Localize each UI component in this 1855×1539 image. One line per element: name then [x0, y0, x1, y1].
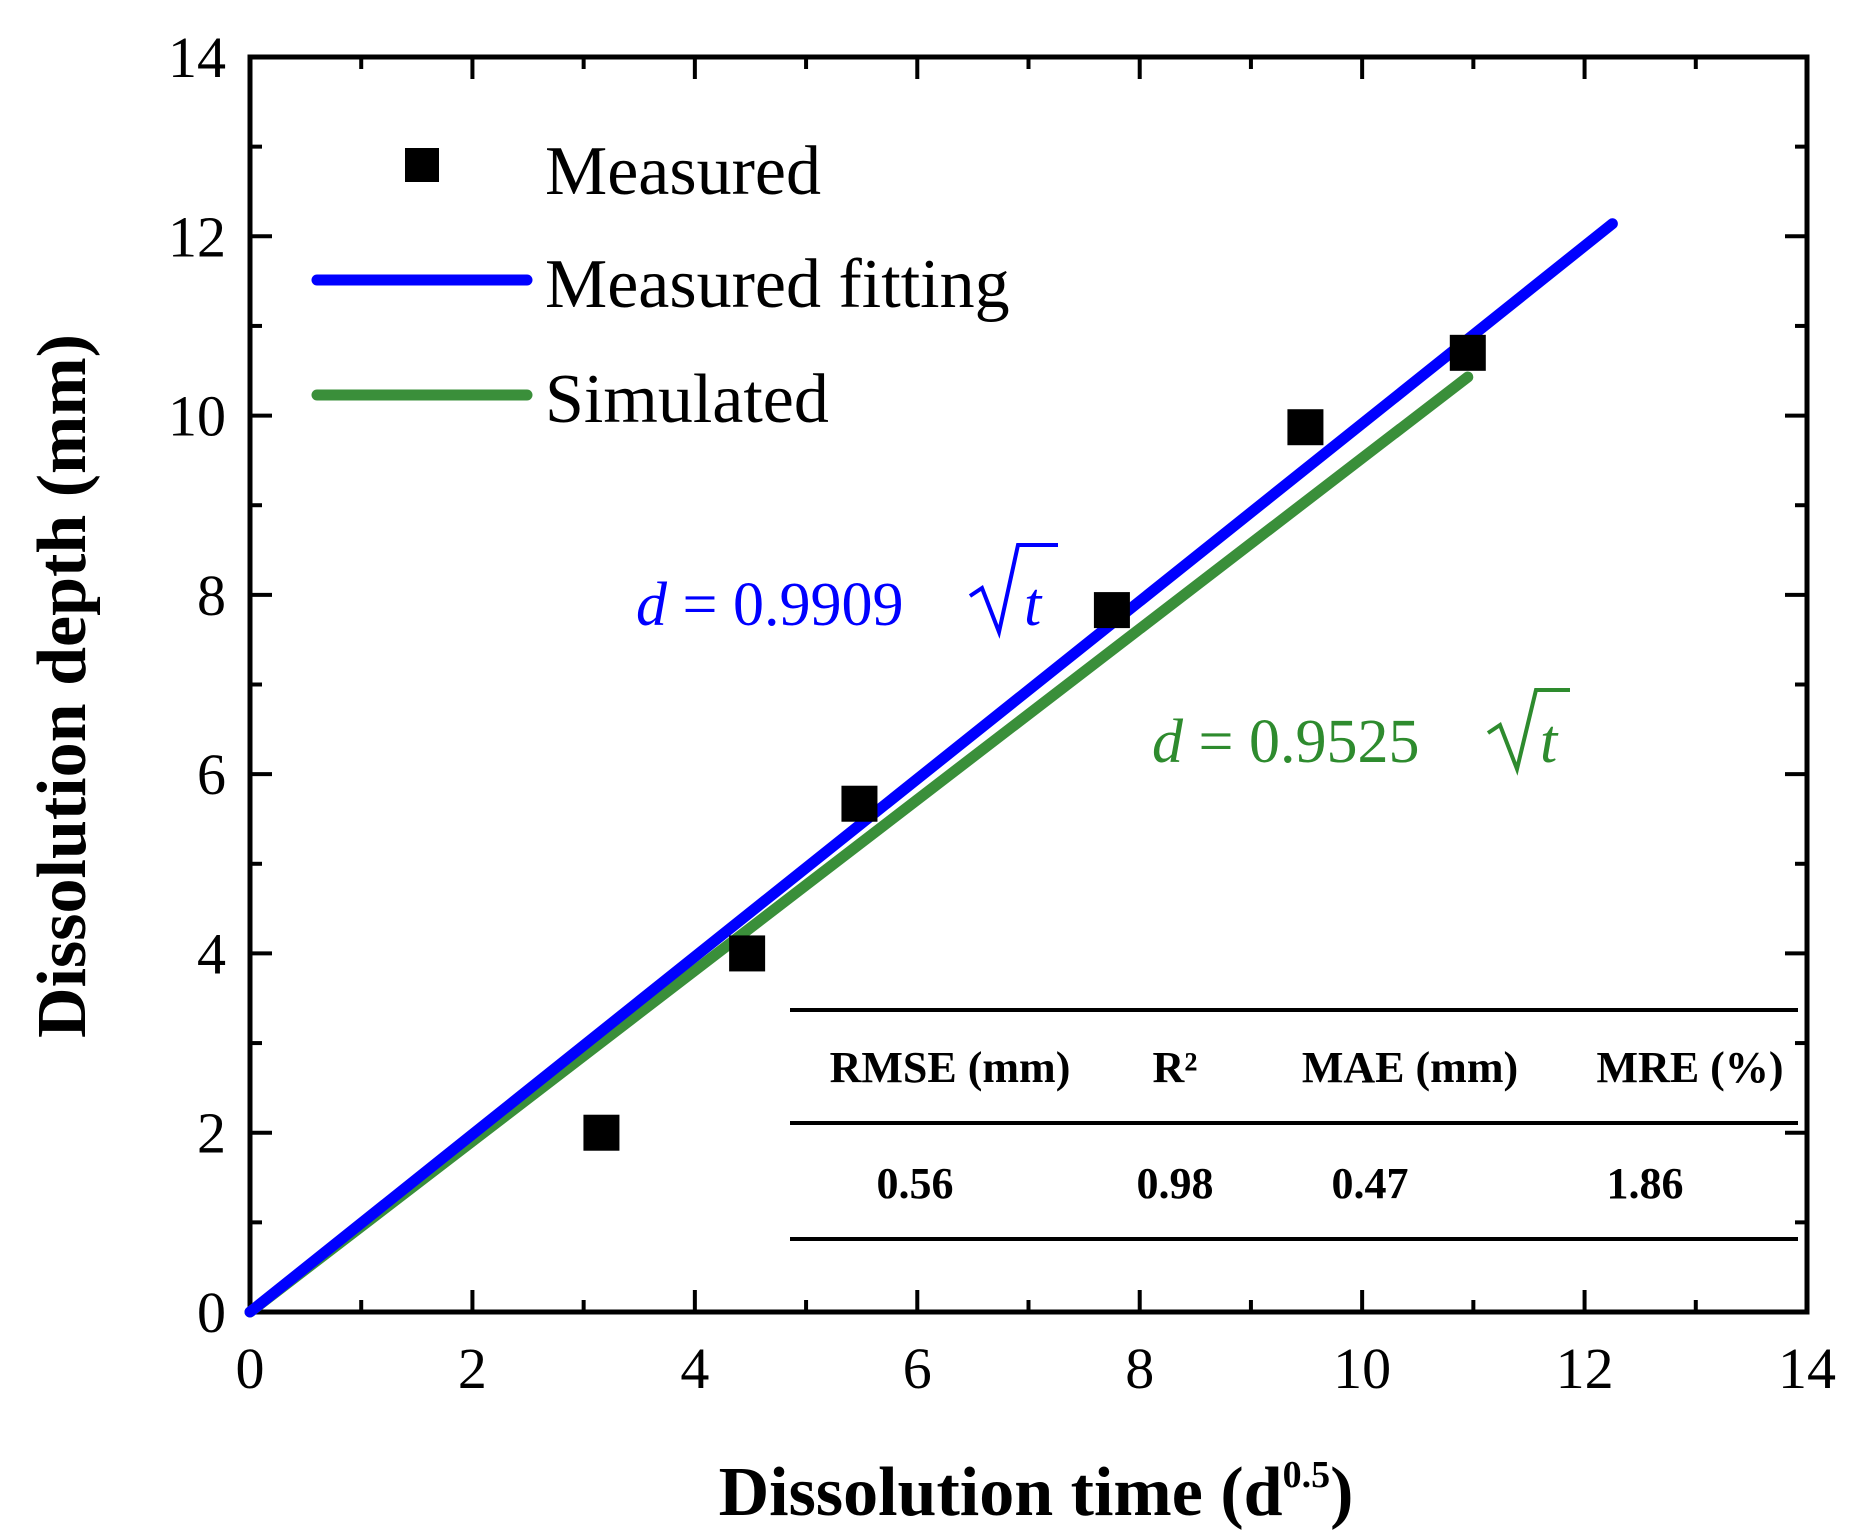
x-tick-label: 4	[680, 1336, 709, 1401]
y-tick-label: 14	[168, 25, 226, 90]
sim-eq-sqrt-sign	[1486, 688, 1570, 776]
y-tick-label: 2	[197, 1101, 226, 1166]
sim-equation: d = 0.9525 t	[1152, 688, 1570, 776]
axis-ticks	[248, 55, 1809, 1314]
data-point	[1287, 409, 1324, 446]
table-header-rmse: RMSE (mm)	[830, 1043, 1071, 1092]
y-axis-title: Dissolution depth (mm)	[24, 334, 101, 1038]
sim-eq-arg: t	[1540, 708, 1559, 776]
legend-label-simulated: Simulated	[545, 361, 829, 438]
data-point	[729, 935, 766, 972]
fit-eq-arg: t	[1024, 571, 1043, 639]
x-axis-title-main: Dissolution time (d	[719, 1454, 1283, 1531]
legend-label-measured-fitting: Measured fitting	[545, 246, 1010, 323]
table-header-mae: MAE (mm)	[1302, 1043, 1518, 1092]
x-tick-label: 8	[1125, 1336, 1154, 1401]
series-line-measured-fitting	[244, 218, 1618, 1318]
y-tick-label: 4	[197, 921, 226, 986]
x-tick-label: 2	[458, 1336, 487, 1401]
y-tick-label: 12	[168, 204, 226, 269]
svg-text:d = 0.9525: d = 0.9525	[1152, 708, 1419, 776]
table-value-r2: 0.98	[1137, 1159, 1214, 1208]
sim-eq-body: = 0.9525	[1183, 708, 1419, 776]
metrics-table: RMSE (mm) R² MAE (mm) MRE (%) 0.56 0.98 …	[790, 1008, 1798, 1241]
x-tick-label: 6	[903, 1336, 932, 1401]
fit-eq-var: d	[636, 571, 668, 639]
fit-eq-body: = 0.9909	[667, 571, 903, 639]
x-tick-label: 14	[1778, 1336, 1836, 1401]
legend: Measured Measured fitting Simulated	[311, 133, 1010, 438]
sim-eq-var: d	[1152, 708, 1184, 776]
legend-label-measured: Measured	[545, 133, 821, 210]
x-axis-title: Dissolution time (d0.5)	[719, 1454, 1354, 1531]
y-tick-label: 8	[197, 563, 226, 628]
fit-eq-sqrt-sign	[968, 543, 1058, 639]
svg-text:d = 0.9909: d = 0.9909	[636, 571, 903, 639]
data-point	[1093, 592, 1130, 629]
y-tick-labels: 0 2 4 6 8 10 12 14	[168, 25, 226, 1345]
table-value-rmse: 0.56	[877, 1159, 954, 1208]
x-tick-label: 12	[1556, 1336, 1614, 1401]
data-point	[1449, 334, 1486, 371]
data-point	[841, 785, 878, 822]
x-tick-labels: 0 2 4 6 8 10 12 14	[236, 1336, 1837, 1401]
x-tick-label: 10	[1333, 1336, 1391, 1401]
legend-marker-measured	[405, 148, 439, 182]
table-value-mre: 1.86	[1607, 1159, 1684, 1208]
series-points	[583, 334, 1486, 1151]
y-tick-label: 6	[197, 742, 226, 807]
x-axis-title-sup: 0.5	[1283, 1454, 1331, 1496]
x-axis-title-close: )	[1330, 1454, 1353, 1531]
fit-equation: d = 0.9909 t	[636, 543, 1058, 639]
data-point	[583, 1114, 620, 1151]
table-value-mae: 0.47	[1332, 1159, 1409, 1208]
y-tick-label: 10	[168, 384, 226, 449]
y-tick-label: 0	[197, 1280, 226, 1345]
series-lines	[244, 218, 1618, 1318]
table-header-r2: R²	[1153, 1043, 1198, 1092]
x-tick-label: 0	[236, 1336, 265, 1401]
table-header-mre: MRE (%)	[1597, 1043, 1784, 1092]
